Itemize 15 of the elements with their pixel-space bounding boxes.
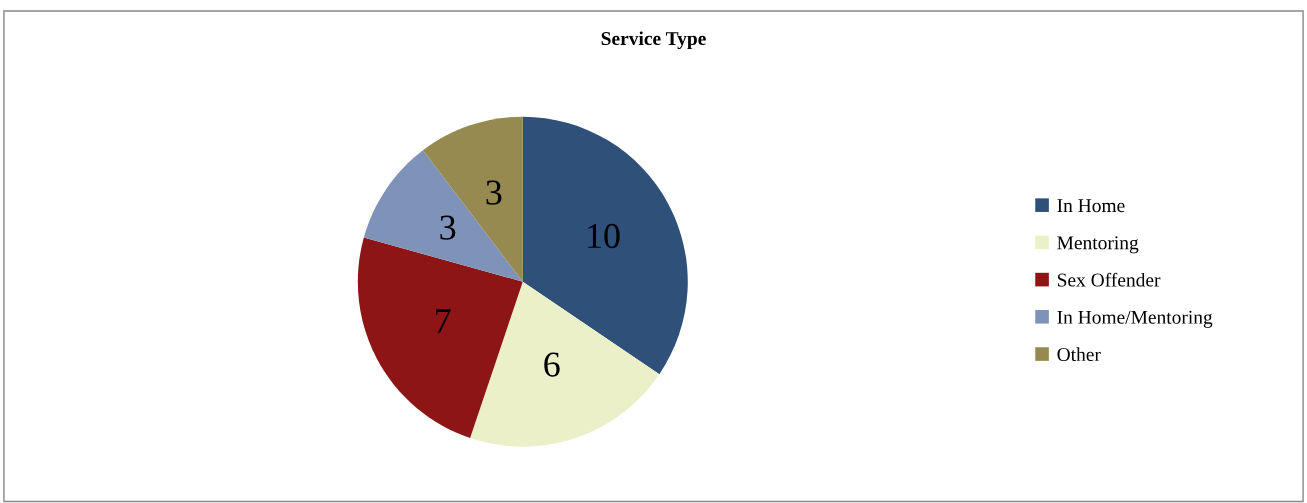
legend-label: In Home (1057, 199, 1125, 213)
legend-label: In Home/Mentoring (1057, 310, 1213, 328)
pie-slice (470, 281, 660, 447)
pie-slice (422, 116, 523, 282)
data-label: 7 (435, 309, 451, 333)
data-label: 10 (588, 223, 620, 249)
chart-title: Service Type (601, 31, 706, 50)
data-label: 3 (440, 215, 456, 240)
data-label: 3 (486, 180, 502, 205)
pie-slice (363, 150, 523, 282)
pie-slice (522, 116, 688, 375)
data-label: 6 (544, 352, 560, 377)
legend-label: Sex Offender (1057, 272, 1161, 287)
legend-label: Mentoring (1057, 236, 1139, 254)
legend-label: Other (1057, 347, 1101, 362)
